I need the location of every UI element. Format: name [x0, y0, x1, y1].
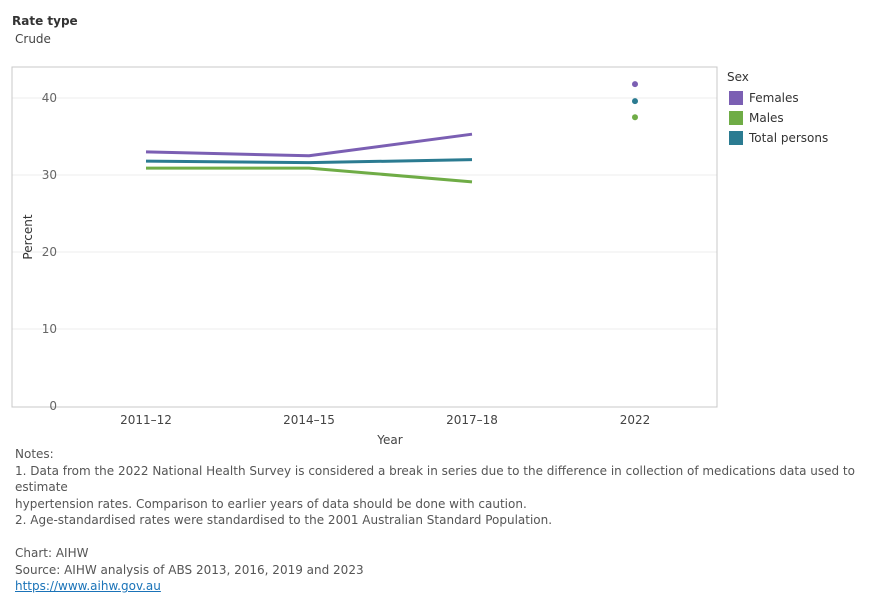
notes-heading: Notes:	[15, 447, 54, 461]
x-tick-label: 2014–15	[283, 413, 335, 427]
y-tick-label: 10	[42, 322, 57, 336]
series-points	[632, 81, 638, 121]
rate-type-filter-value[interactable]: Crude	[15, 32, 51, 46]
data-point-males[interactable]	[632, 114, 638, 121]
legend-item-females[interactable]: Females	[727, 88, 828, 108]
legend-swatch	[729, 111, 743, 125]
aihw-link[interactable]: https://www.aihw.gov.au	[15, 579, 161, 593]
y-tick-label: 20	[42, 245, 57, 259]
legend-label: Males	[749, 111, 784, 125]
legend-label: Total persons	[749, 131, 829, 145]
y-axis-label: Percent	[21, 214, 35, 259]
source-credit: Source: AIHW analysis of ABS 2013, 2016,…	[15, 562, 364, 577]
legend-label: Females	[749, 91, 799, 105]
legend-swatch	[729, 91, 743, 105]
y-tick-label: 30	[42, 168, 57, 182]
data-point-total-persons[interactable]	[632, 98, 638, 105]
series-line-males[interactable]	[146, 166, 473, 184]
series-line-total-persons[interactable]	[145, 158, 473, 165]
legend-item-total-persons[interactable]: Total persons	[727, 128, 828, 148]
legend-swatch	[729, 131, 743, 145]
legend: Sex Females Males Total persons	[727, 70, 828, 148]
legend-title: Sex	[727, 70, 749, 84]
y-tick-label: 0	[49, 399, 57, 413]
note-line: hypertension rates. Comparison to earlie…	[15, 496, 527, 511]
x-tick-label: 2017–18	[446, 413, 498, 427]
y-tick-label: 40	[42, 91, 57, 105]
note-line: 1. Data from the 2022 National Health Su…	[15, 463, 855, 495]
line-chart: 0 10 20 30 40 2011–12 2014–15 2017–18 2022 Perc…	[11, 66, 718, 447]
legend-item-males[interactable]: Males	[727, 108, 828, 128]
y-axis-ticks: 0 10 20 30 40	[42, 91, 57, 413]
x-axis-ticks: 2011–12 2014–15 2017–18 2022	[120, 413, 650, 427]
series-lines	[145, 132, 473, 184]
series-line-females[interactable]	[145, 132, 473, 158]
x-tick-label: 2011–12	[120, 413, 172, 427]
x-tick-label: 2022	[620, 413, 651, 427]
notes-section: Notes: 1. Data from the 2022 National He…	[15, 446, 875, 595]
note-line: 2. Age-standardised rates were standardi…	[15, 513, 553, 527]
chart-credit: Chart: AIHW	[15, 546, 89, 560]
plot-area-frame	[11, 66, 718, 408]
x-axis-label: Year	[376, 433, 402, 447]
gridlines	[12, 97, 717, 330]
data-point-females[interactable]	[632, 81, 638, 88]
rate-type-filter-label: Rate type	[12, 14, 78, 28]
